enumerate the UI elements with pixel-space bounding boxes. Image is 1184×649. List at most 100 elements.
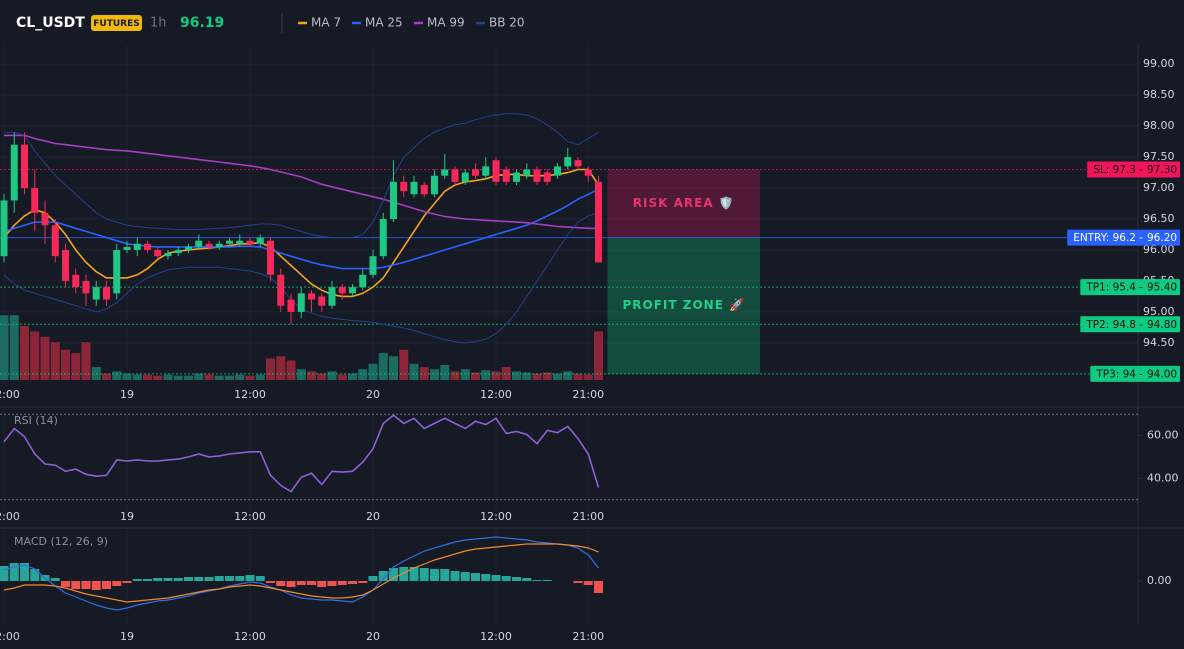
candle-body: [554, 166, 561, 176]
volume-bar: [378, 353, 388, 380]
candle-body: [543, 172, 551, 182]
level-tag: [1087, 161, 1180, 178]
volume-bar: [522, 372, 532, 380]
volume-bar: [348, 373, 357, 380]
macd-bar: [358, 581, 368, 583]
macd-bar: [102, 581, 111, 589]
candle-body: [103, 287, 110, 300]
level-name: TP1: 95.4: [1085, 282, 1136, 294]
macd-bar: [184, 577, 193, 581]
zone-label: RISK AREA 🛡️: [633, 196, 735, 210]
macd-bar: [542, 580, 552, 581]
level-price: 97.30: [1147, 164, 1177, 176]
candle-body: [10, 144, 18, 201]
macd-bar: [594, 581, 603, 593]
volume-bar: [594, 331, 603, 380]
volume-bar: [9, 315, 19, 380]
candle-body: [185, 246, 192, 250]
macd-bar: [573, 581, 583, 583]
candle-body: [584, 169, 592, 176]
y-tick-label: 0.00: [1147, 574, 1172, 587]
level-name: SL: 97.3: [1093, 164, 1136, 176]
zone: [607, 169, 760, 238]
level-name: TP2: 94.8: [1085, 319, 1136, 331]
candle-body: [277, 274, 285, 306]
candle-body: [226, 240, 233, 244]
macd-bar: [460, 572, 470, 581]
macd-line: [3, 543, 599, 603]
candle-body: [174, 249, 182, 254]
candle-body: [533, 169, 541, 182]
macd-bar: [173, 578, 183, 581]
macd-bar: [153, 578, 163, 581]
macd-bar: [132, 579, 142, 581]
macd-bar: [91, 581, 101, 590]
volume-bar: [307, 371, 316, 380]
macd-bar: [389, 568, 398, 581]
volume-bar: [153, 375, 163, 380]
x-tick-label: 19: [120, 630, 134, 643]
volume-bar: [225, 375, 234, 380]
y-tick-label: 97.50: [1143, 150, 1175, 163]
volume-bar: [163, 374, 173, 380]
x-tick-label: 12:00: [0, 630, 20, 643]
candle-body: [51, 225, 59, 257]
candle-body: [21, 144, 28, 189]
candle-body: [595, 181, 602, 263]
volume-bar: [276, 356, 286, 380]
volume-bar: [440, 364, 450, 380]
candle-body: [113, 249, 121, 294]
candle-body: [205, 243, 213, 247]
x-tick-label: 12:00: [234, 630, 266, 643]
volume-bar: [50, 342, 60, 380]
macd-bar: [440, 569, 450, 581]
zone: [607, 237, 760, 374]
macd-bar: [419, 568, 429, 581]
candle-body: [0, 200, 8, 257]
candle-body: [359, 274, 367, 288]
volume-bar: [122, 373, 132, 380]
level-price: 96.20: [1147, 232, 1177, 244]
candle-body: [236, 240, 244, 244]
candle-body: [164, 253, 172, 257]
macd-bar: [245, 575, 255, 581]
level-tag: [1090, 365, 1180, 382]
candle-body: [62, 249, 69, 281]
macd-bar: [491, 575, 501, 581]
candle-body: [502, 169, 510, 182]
level-price: 95.40: [1147, 282, 1177, 294]
interval: 1h: [150, 16, 167, 31]
volume-bar: [471, 372, 480, 380]
macd-bar: [50, 578, 60, 581]
macd-bar: [255, 576, 265, 581]
candle-body: [482, 166, 490, 176]
ma-line: [4, 134, 599, 230]
macd-bar: [61, 581, 70, 587]
x-tick-label: 20: [366, 510, 380, 523]
candle-body: [420, 184, 428, 195]
volume-bar: [460, 369, 470, 380]
volume-bar: [184, 375, 193, 380]
level-tag: [1067, 229, 1180, 246]
volume-bar: [214, 375, 224, 380]
macd-bar: [450, 571, 460, 581]
macd-bar: [337, 581, 347, 585]
y-tick-label: 95.00: [1143, 305, 1175, 318]
volume-bar: [143, 374, 152, 380]
candle-body: [144, 243, 151, 250]
volume-bar: [235, 374, 245, 380]
y-tick-label: 98.00: [1143, 119, 1175, 132]
x-tick-label: 12:00: [0, 510, 20, 523]
macd-bar: [112, 581, 122, 586]
volume-bar: [296, 369, 306, 380]
level-name: TP3: 94: [1095, 368, 1136, 380]
candle-body: [379, 219, 387, 257]
badge-bg: [91, 15, 142, 31]
volume-bar: [266, 358, 275, 380]
volume-bar: [368, 363, 378, 380]
x-tick-label: 12:00: [234, 388, 266, 401]
legend-label: MA 7: [311, 16, 341, 30]
candle-body: [523, 169, 531, 176]
macd-bar: [194, 577, 204, 581]
